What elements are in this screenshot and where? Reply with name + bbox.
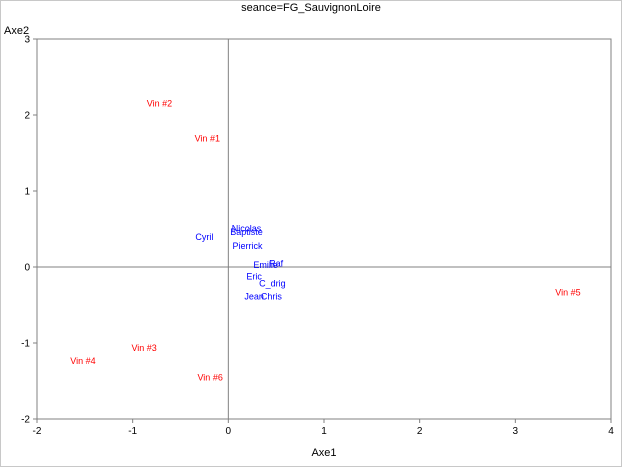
x-tick-label: 0 (226, 426, 232, 437)
x-axis-label: Axe1 (311, 447, 336, 459)
point-label: Vin #1 (195, 133, 220, 143)
point-labels: Vin #2 Vin #1 Vin #5 Vin #3 Vin #4 Vin #6 Nico… (70, 98, 580, 382)
y-tick-label: -2 (21, 415, 30, 426)
point-label: Vin #4 (70, 356, 95, 366)
x-tick-label: -2 (33, 426, 42, 437)
point-label: C_drig (259, 278, 286, 288)
point-label: Vin #3 (131, 343, 156, 353)
plot-area (36, 38, 612, 420)
x-tick-label: 4 (608, 426, 614, 437)
x-tick-label: 1 (321, 426, 327, 437)
y-tick-label: 2 (24, 111, 30, 122)
y-tick-label: 0 (24, 263, 30, 274)
point-label: Chris (261, 291, 283, 301)
point-label: Baptiste (230, 227, 263, 237)
y-axis-label: Axe2 (4, 25, 29, 37)
y-tick-label: 1 (24, 187, 30, 198)
point-label: Pierrick (232, 241, 263, 251)
y-tick-label: -1 (21, 339, 30, 350)
point-label: Vin #6 (197, 373, 222, 383)
point-label: Jean (244, 291, 264, 301)
point-label: Raf (269, 259, 284, 269)
x-tick-label: 3 (513, 426, 519, 437)
point-label: Vin #2 (147, 98, 172, 108)
point-label: Eric (246, 272, 262, 282)
point-label: Emilie (253, 260, 278, 270)
x-tick-label: 2 (417, 426, 423, 437)
y-tick-label: 3 (24, 35, 30, 46)
chart-title: seance=FG_SauvignonLoire (241, 2, 381, 14)
x-axis: -2 -1 0 1 2 3 4 (33, 419, 614, 437)
x-tick-label: -1 (128, 426, 137, 437)
point-label: Nicolas (232, 224, 262, 234)
point-label: Cyril (195, 232, 213, 242)
y-axis: -2 -1 0 1 2 3 (21, 35, 37, 426)
point-label: Vin #5 (555, 288, 580, 298)
